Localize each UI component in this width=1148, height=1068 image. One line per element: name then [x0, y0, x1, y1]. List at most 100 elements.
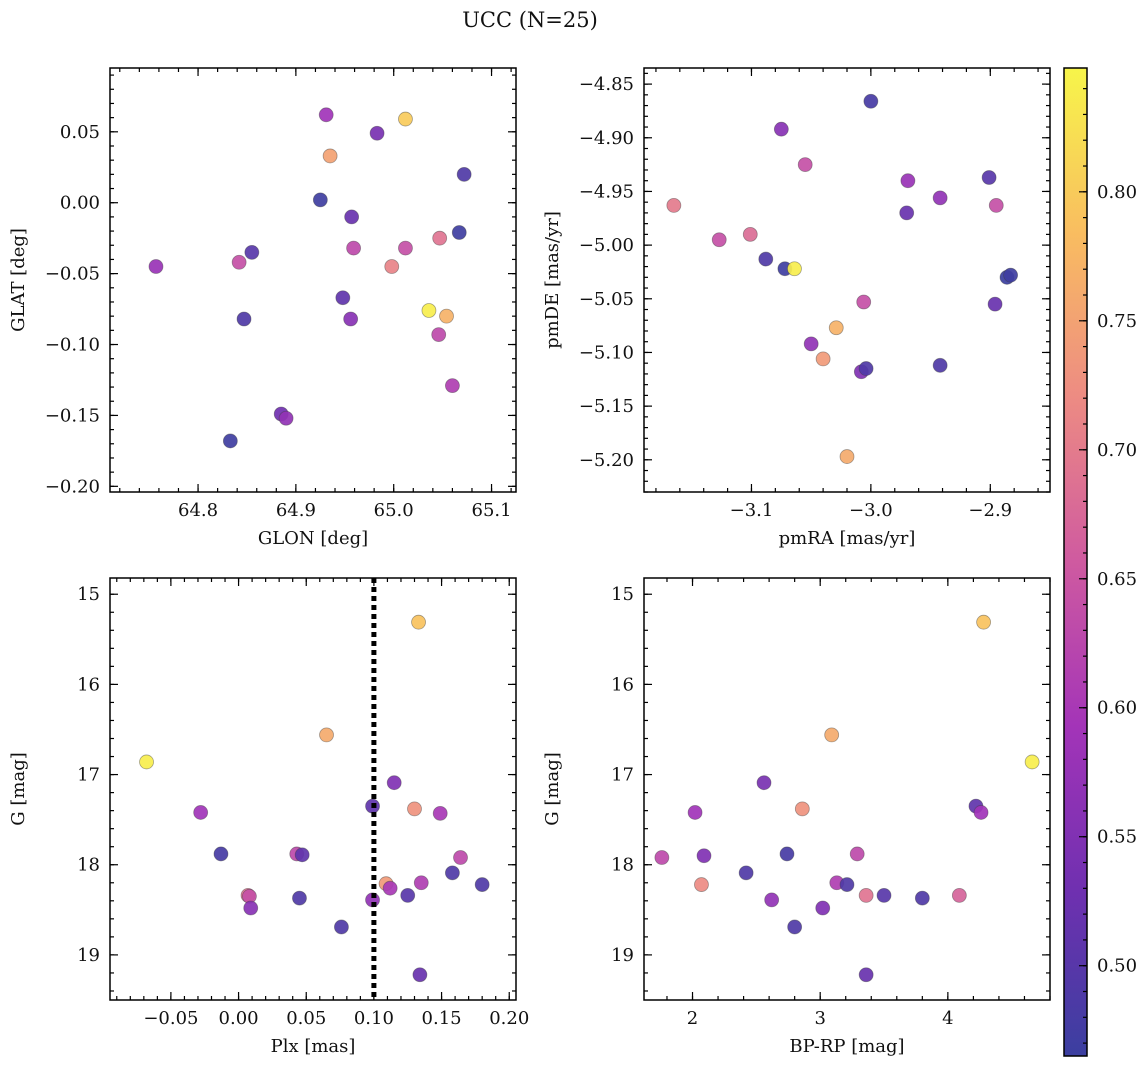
data-point: [319, 727, 334, 743]
x-tick-label: 65.1: [472, 500, 512, 521]
x-tick-label: 64.9: [276, 500, 316, 521]
data-point: [386, 775, 402, 791]
data-point: [344, 209, 360, 225]
y-tick-label: 17: [77, 765, 100, 786]
data-point: [451, 225, 467, 240]
data-point: [742, 226, 758, 242]
data-point: [236, 311, 252, 327]
data-point: [787, 261, 802, 277]
x-axis-label: GLON [deg]: [258, 528, 368, 549]
data-point: [412, 967, 428, 983]
y-tick-label: 16: [77, 674, 100, 695]
data-point: [398, 111, 413, 127]
data-point: [148, 259, 164, 274]
x-tick-label: 0.15: [422, 1008, 462, 1029]
data-point: [787, 919, 803, 935]
x-tick-label: −0.05: [143, 1008, 198, 1029]
colorbar-tick-label: 0.70: [1097, 440, 1137, 461]
x-tick-label: −2.9: [968, 500, 1012, 521]
data-point: [453, 850, 468, 865]
data-point: [694, 877, 709, 892]
y-tick-label: −5.15: [579, 396, 634, 417]
x-axis-label: pmRA [mas/yr]: [779, 528, 916, 549]
x-tick-label: 0.05: [286, 1008, 326, 1029]
figure-title: UCC (N=25): [462, 8, 598, 32]
data-point: [1003, 267, 1018, 283]
axes-frame: [109, 577, 517, 1001]
data-point: [666, 197, 682, 213]
data-point: [231, 254, 247, 270]
data-point: [294, 847, 310, 863]
y-axis-label: pmDE [mas/yr]: [542, 211, 563, 349]
y-tick-label: −0.15: [45, 405, 100, 426]
y-tick-label: 18: [611, 855, 634, 876]
y-tick-label: 15: [77, 584, 100, 605]
data-point: [398, 240, 413, 256]
data-point: [444, 865, 460, 881]
x-axis-label: BP-RP [mag]: [789, 1036, 904, 1057]
y-tick-label: −4.95: [579, 181, 634, 202]
data-point: [346, 240, 362, 256]
bprp-g-panel: 2 3 4 15 16 17 18 19 BP-RP [mag] G [mag]: [542, 577, 1051, 1057]
data-point: [407, 801, 422, 817]
data-point: [243, 900, 259, 916]
x-tick-label: −3.0: [849, 500, 893, 521]
data-point: [858, 361, 874, 376]
y-tick-label: −5.00: [579, 235, 634, 256]
data-point: [914, 890, 930, 906]
data-point: [988, 197, 1004, 213]
data-point: [421, 303, 437, 318]
data-point: [900, 173, 916, 189]
data-point: [369, 125, 385, 141]
y-tick-label: −5.20: [579, 450, 634, 471]
data-point: [794, 801, 810, 817]
data-point: [973, 805, 989, 820]
data-point: [278, 410, 294, 426]
y-tick-label: −5.10: [579, 342, 634, 363]
data-point: [987, 296, 1003, 312]
data-point: [654, 850, 670, 865]
data-point: [474, 877, 490, 892]
data-point: [431, 327, 447, 342]
pmra-pmde-panel: −3.1 −3.0 −2.9 −5.20 −5.15 −5.10 −5.05 −5.00 −4.…: [542, 67, 1051, 549]
data-point: [815, 351, 831, 367]
axes-frame: [109, 67, 517, 493]
y-tick-label: −5.05: [579, 289, 634, 310]
data-point: [432, 805, 448, 821]
data-point: [711, 232, 727, 248]
data-point: [432, 230, 448, 246]
data-point: [384, 259, 400, 274]
y-tick-label: 18: [77, 855, 100, 876]
data-point: [981, 170, 997, 185]
data-point: [334, 919, 349, 935]
glon-glat-panel: 64.8 64.9 65.0 65.1 −0.20 −0.15 −0.10 −0.05 0.00…: [8, 67, 517, 549]
data-point: [335, 290, 351, 306]
data-point: [738, 865, 754, 881]
y-tick-label: 17: [611, 765, 634, 786]
data-point: [382, 880, 398, 896]
y-tick-label: 19: [611, 945, 634, 966]
data-point: [687, 805, 703, 820]
data-point: [213, 846, 229, 862]
data-point: [839, 449, 855, 464]
data-point: [193, 805, 209, 820]
colorbar-tick-label: 0.80: [1097, 182, 1137, 203]
data-point: [764, 892, 780, 908]
axes-frame: [643, 67, 1051, 493]
data-point: [222, 433, 238, 449]
data-point: [824, 727, 840, 743]
data-point: [758, 251, 774, 267]
data-point: [828, 320, 844, 336]
y-tick-label: −0.10: [45, 335, 100, 356]
data-point: [797, 157, 813, 173]
y-tick-label: 19: [77, 945, 100, 966]
y-axis-label: GLAT [deg]: [8, 228, 29, 332]
colorbar-gradient: [1063, 67, 1088, 1057]
y-tick-label: −4.90: [579, 128, 634, 149]
data-point: [439, 308, 454, 324]
y-tick-label: 0.00: [60, 193, 100, 214]
data-point: [413, 875, 429, 891]
axes-frame: [643, 577, 1051, 1001]
data-point: [456, 166, 472, 182]
data-point: [400, 888, 416, 903]
